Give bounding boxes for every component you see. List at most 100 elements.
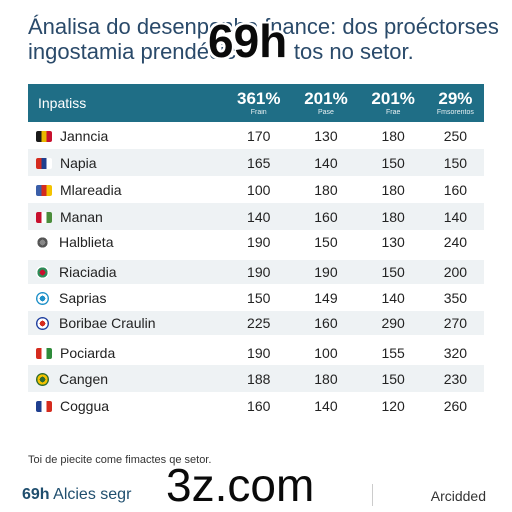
title-line-2-end: tos no setor. — [293, 39, 414, 64]
row-name: Coggua — [60, 397, 110, 414]
row-name: Pociarda — [60, 345, 116, 361]
row-value-col-1: 160 — [247, 397, 271, 414]
flag-icon — [36, 130, 52, 142]
flag-icon — [36, 211, 52, 223]
row-value-col-1: 225 — [247, 315, 271, 331]
table-row: Pociarda 190 100 155 320 — [28, 335, 484, 365]
table-row: Halblieta 190 150 130 240 — [28, 230, 484, 257]
footer-divider — [372, 484, 373, 506]
row-name-cell: Coggua — [28, 392, 225, 419]
row-value-col-4: 200 — [426, 254, 484, 284]
row-name-cell: Saprias — [28, 284, 225, 311]
title-line-1: Ánalisa do desenpenho fnance: dos proéct… — [28, 14, 499, 39]
flag-icon — [36, 372, 49, 386]
row-value-col-1: 165 — [247, 154, 271, 171]
row-value-col-4: 260 — [443, 397, 468, 414]
table-row: Mlareadia 100 180 180 160 — [28, 176, 484, 203]
row-value-col-1: 190 — [225, 335, 293, 365]
flag-icon — [36, 317, 49, 330]
row-value-col-3: 180 — [381, 127, 405, 144]
row-value-col-4: 350 — [443, 289, 468, 306]
row-value-col-1: 188 — [247, 370, 271, 387]
row-value-col-1: 140 — [247, 208, 271, 225]
row-value-col-3: 150 — [359, 254, 427, 284]
row-value-col-3: 120 — [381, 397, 405, 414]
row-value-col-1: 100 — [247, 181, 271, 198]
title-line-2-start: ingostamia prendécic — [28, 39, 236, 64]
row-value-col-3: 150 — [381, 154, 405, 171]
row-value-col-2: 140 — [314, 154, 338, 171]
row-value-col-2: 160 — [314, 208, 338, 225]
footnote: Toi de piecite come fimactes qe setor. — [28, 454, 212, 466]
row-name-cell: Halblieta — [28, 230, 225, 257]
row-value-col-3: 155 — [359, 335, 427, 365]
row-value-col-4: 250 — [443, 127, 468, 144]
table-row: Coggua 160 140 120 260 — [28, 392, 484, 419]
header-col-3: 201% Frae — [371, 88, 415, 116]
row-name: Boribae Craulin — [59, 315, 156, 331]
row-value-col-2: 140 — [314, 397, 338, 414]
row-value-col-3: 140 — [381, 289, 405, 306]
row-name-cell: Pociarda — [28, 335, 226, 365]
header-col-2: 201% Pase — [304, 88, 348, 116]
row-value-col-2: 100 — [292, 335, 360, 365]
footer: 69h Alcies segr 3z.com Arcidded — [0, 459, 512, 512]
row-name: Riaciadia — [59, 264, 117, 280]
table-row: Janncia 170 130 180 250 — [28, 122, 484, 149]
row-value-col-2: 150 — [314, 234, 338, 250]
row-value-col-2: 190 — [292, 254, 360, 284]
row-name-cell: Janncia — [28, 122, 225, 149]
row-value-col-4: 150 — [443, 154, 468, 171]
row-value-col-1: 190 — [225, 254, 293, 284]
row-name: Janncia — [60, 127, 109, 144]
flag-icon — [36, 400, 52, 412]
row-value-col-4: 240 — [443, 234, 468, 250]
row-value-col-4: 270 — [443, 315, 468, 331]
header-col-4: 29% Fmsorentos — [436, 88, 474, 116]
row-name: Saprias — [59, 289, 107, 306]
footer-logo[interactable]: 69h Alcies segr — [22, 486, 132, 503]
row-value-col-2: 180 — [314, 370, 338, 387]
row-value-col-3: 180 — [381, 181, 405, 198]
footer-right-label: Arcidded — [430, 488, 486, 504]
footer-domain-watermark: 3z.com — [166, 459, 315, 511]
row-value-col-2: 180 — [314, 181, 338, 198]
row-value-col-2: 160 — [314, 315, 338, 331]
row-name-cell: Manan — [28, 203, 225, 230]
row-name: Mlareadia — [60, 181, 122, 198]
row-name: Halblieta — [59, 234, 114, 250]
flag-icon — [36, 184, 52, 196]
table-row: Cangen 188 180 150 230 — [28, 365, 484, 392]
performance-table: Inpatiss 361% Frain 201% Pase 201% Frae 29%… — [28, 84, 484, 419]
header-first: Inpatiss — [38, 95, 87, 111]
table-row: Napia 165 140 150 150 — [28, 149, 484, 176]
header-col-1: 361% Frain — [236, 88, 281, 116]
row-name: Cangen — [59, 370, 109, 387]
table-row: Manan 140 160 180 140 — [28, 203, 484, 230]
row-name: Napia — [60, 154, 97, 171]
flag-icon — [36, 157, 52, 169]
flag-icon — [36, 348, 52, 359]
flag-icon — [36, 266, 49, 279]
row-name-cell: Napia — [28, 149, 225, 176]
flag-icon — [36, 291, 49, 305]
row-value-col-3: 290 — [381, 315, 405, 331]
watermark-overlay: 69h — [208, 15, 288, 67]
row-value-col-1: 170 — [247, 127, 271, 144]
row-value-col-1: 150 — [247, 289, 271, 306]
row-name-cell: Riaciadia — [28, 254, 226, 284]
row-name-cell: Mlareadia — [28, 176, 225, 203]
table-row: Saprias 150 149 140 350 — [28, 284, 484, 311]
row-name-cell: Boribae Craulin — [28, 311, 225, 338]
table-row: Boribae Craulin 225 160 290 270 — [28, 311, 484, 338]
row-value-col-4: 230 — [443, 370, 468, 387]
table-row: Riaciadia 190 190 150 200 — [28, 254, 484, 284]
row-value-col-3: 130 — [381, 234, 405, 250]
row-value-col-4: 320 — [426, 335, 484, 365]
row-value-col-2: 130 — [314, 127, 338, 144]
row-value-col-3: 180 — [381, 208, 405, 225]
page-title: Ánalisa do desenpenho fnance: dos proéct… — [28, 14, 499, 64]
row-value-col-1: 190 — [247, 234, 271, 250]
row-value-col-2: 149 — [314, 289, 338, 306]
row-value-col-4: 140 — [443, 208, 468, 225]
